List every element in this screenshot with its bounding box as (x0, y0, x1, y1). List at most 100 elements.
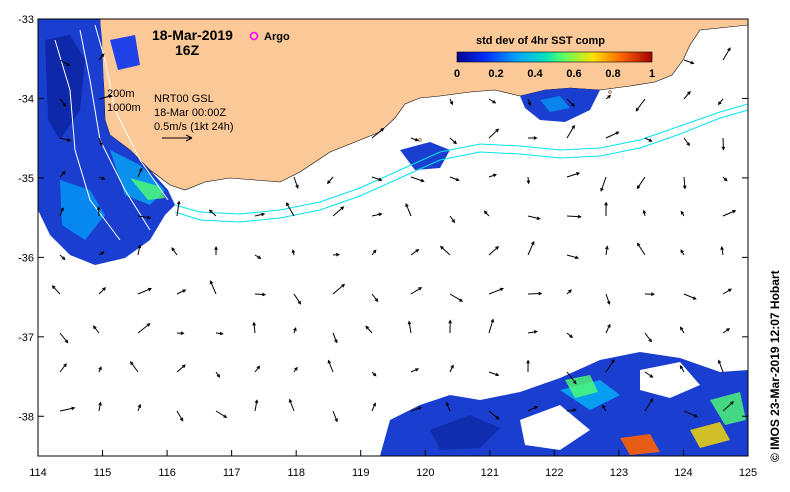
current-vector-head (96, 205, 101, 211)
current-vector-head (721, 146, 726, 151)
current-vector-head (219, 331, 224, 336)
current-vector (449, 293, 463, 302)
current-vector-head (137, 403, 142, 408)
current-vector-head (61, 170, 66, 175)
current-vector-head (98, 401, 102, 406)
current-vector (722, 210, 736, 217)
current-vector (566, 215, 581, 218)
current-vector (605, 324, 611, 334)
lon-tick-label: 124 (674, 467, 692, 479)
current-vector (332, 410, 338, 422)
current-vector (488, 246, 499, 256)
current-vector (254, 400, 258, 412)
current-vector (722, 328, 730, 334)
current-vector-head (526, 359, 530, 364)
current-vector (644, 332, 652, 342)
current-vector-head (448, 319, 452, 324)
current-vector (644, 371, 653, 378)
lon-tick-label: 115 (94, 467, 112, 479)
lon-tick-label: 118 (287, 467, 305, 479)
lon-tick-label: 123 (610, 467, 628, 479)
current-vector-head (527, 102, 532, 107)
current-vector (371, 403, 376, 412)
current-vector (449, 365, 454, 373)
current-vector-head (686, 142, 690, 147)
current-vector (137, 215, 151, 219)
current-vector (488, 174, 497, 178)
current-vector (637, 243, 646, 256)
lat-tick-label: -35 (18, 173, 34, 185)
current-vector (410, 249, 419, 256)
current-vector-head (407, 320, 412, 325)
current-vector (605, 293, 610, 305)
current-vector (254, 366, 260, 373)
current-vector (59, 98, 67, 107)
current-vector (566, 409, 576, 412)
current-vector-head (286, 202, 290, 207)
current-vector-head (648, 138, 653, 142)
current-vector (371, 293, 379, 302)
current-vector-head (327, 359, 332, 364)
current-vector-head (495, 128, 500, 133)
current-vector (683, 137, 690, 146)
current-vector-head (642, 209, 647, 214)
current-vector-head (60, 206, 64, 212)
current-vector-head (176, 200, 181, 205)
sst-west-patch (38, 19, 175, 265)
current-vector-head (449, 101, 454, 106)
current-vector (683, 176, 686, 189)
lat-tick-label: -36 (18, 252, 34, 264)
current-vector (137, 245, 141, 256)
current-vector-head (147, 287, 152, 292)
current-vector (289, 399, 295, 412)
current-vector (405, 203, 412, 217)
current-vector (636, 176, 646, 189)
current-vector-head (297, 300, 302, 305)
current-vector-head (378, 177, 383, 182)
current-vector-head (102, 287, 107, 291)
current-vector-head (687, 90, 691, 95)
current-vector-head (732, 210, 737, 214)
credit-text: © IMOS 23-Mar-2019 12:07 Hobart (768, 270, 782, 462)
current-vector-head (334, 418, 338, 423)
current-vector-head (147, 215, 152, 220)
current-vector-head (727, 47, 731, 52)
current-vector (59, 171, 66, 178)
argo-label: Argo (264, 31, 290, 43)
current-vector-head (533, 330, 538, 334)
current-vector-head (570, 102, 575, 107)
current-vector-head (254, 399, 259, 404)
current-vector-head (572, 380, 577, 385)
current-vector (527, 406, 538, 412)
current-vector-head (415, 368, 420, 372)
colorbar (456, 51, 653, 63)
current-vector (327, 176, 334, 184)
depth-200-label: 200m (107, 88, 135, 100)
current-vector-head (181, 364, 186, 369)
current-vector (683, 91, 691, 100)
current-vector-head (576, 172, 581, 176)
current-vector (215, 410, 227, 418)
current-vector-head (694, 414, 699, 418)
current-vector-head (726, 328, 731, 332)
current-vector-head (680, 249, 684, 254)
current-vector-head (257, 255, 262, 259)
current-vector-head (606, 300, 611, 306)
lat-tick-label: -34 (18, 93, 34, 105)
current-vector (59, 137, 71, 142)
colorbar-tick-label: 0.6 (566, 68, 581, 80)
current-vector-head (615, 131, 620, 135)
lon-tick-label: 122 (545, 467, 563, 479)
current-vector (215, 332, 223, 335)
current-vector-head (636, 242, 641, 247)
current-vector-head (137, 244, 142, 249)
current-vector-head (139, 167, 143, 172)
current-vector (718, 360, 724, 373)
lat-tick-label: -33 (18, 14, 34, 26)
current-vector (137, 323, 150, 334)
current-vector (332, 206, 344, 217)
current-vector (410, 137, 419, 141)
current-vector-head (100, 53, 105, 58)
current-vector-head (295, 184, 299, 189)
argo-marker-icon (249, 31, 259, 41)
